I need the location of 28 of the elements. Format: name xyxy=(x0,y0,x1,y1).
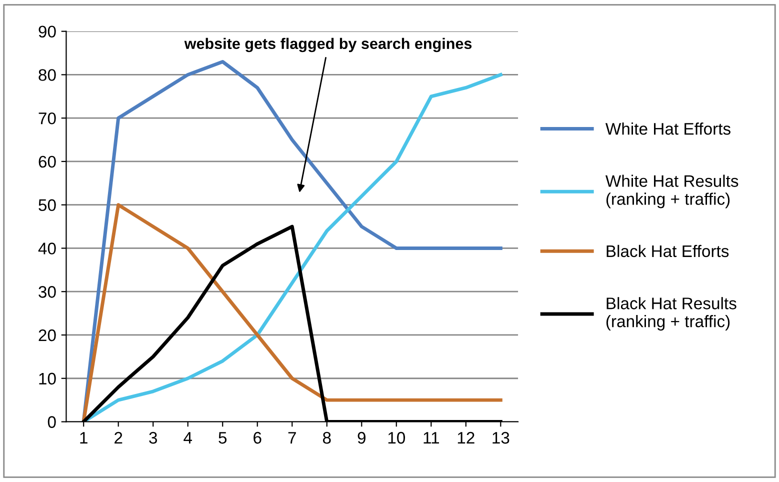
x-tick-label: 7 xyxy=(288,432,296,444)
y-tick-label: 60 xyxy=(38,156,56,168)
y-tick-label: 10 xyxy=(39,372,56,385)
y-tick-label: 90 xyxy=(38,26,56,38)
x-tick-label: 6 xyxy=(254,432,262,444)
y-tick-label: 20 xyxy=(38,329,56,342)
y-tick-label: 50 xyxy=(38,199,56,212)
x-tick-label: 2 xyxy=(114,432,122,444)
x-tick-label: 9 xyxy=(358,432,366,444)
y-tick-label: 40 xyxy=(38,242,56,254)
legend-label: White Hat Results (ranking + traffic) xyxy=(605,174,738,208)
x-tick-label: 3 xyxy=(149,432,158,444)
x-tick-label: 4 xyxy=(184,432,192,444)
legend-label: White Hat Efforts xyxy=(605,122,730,135)
x-tick-label: 13 xyxy=(492,432,510,444)
y-tick-label: 80 xyxy=(38,69,56,81)
x-tick-label: 5 xyxy=(218,432,227,444)
y-tick-label: 0 xyxy=(48,416,56,428)
legend-label: Black Hat Efforts xyxy=(606,244,729,258)
x-tick-label: 12 xyxy=(458,432,474,444)
annotation: website gets flagged by search engines xyxy=(184,38,472,52)
legend-label: Black Hat Results (ranking + traffic) xyxy=(606,297,736,331)
x-tick-label: 11 xyxy=(424,432,439,444)
y-tick-label: 30 xyxy=(38,286,56,298)
y-tick-label: 70 xyxy=(38,112,56,124)
x-tick-label: 8 xyxy=(322,432,331,444)
x-tick-label: 1 xyxy=(80,432,88,444)
x-tick-label: 10 xyxy=(388,432,406,444)
